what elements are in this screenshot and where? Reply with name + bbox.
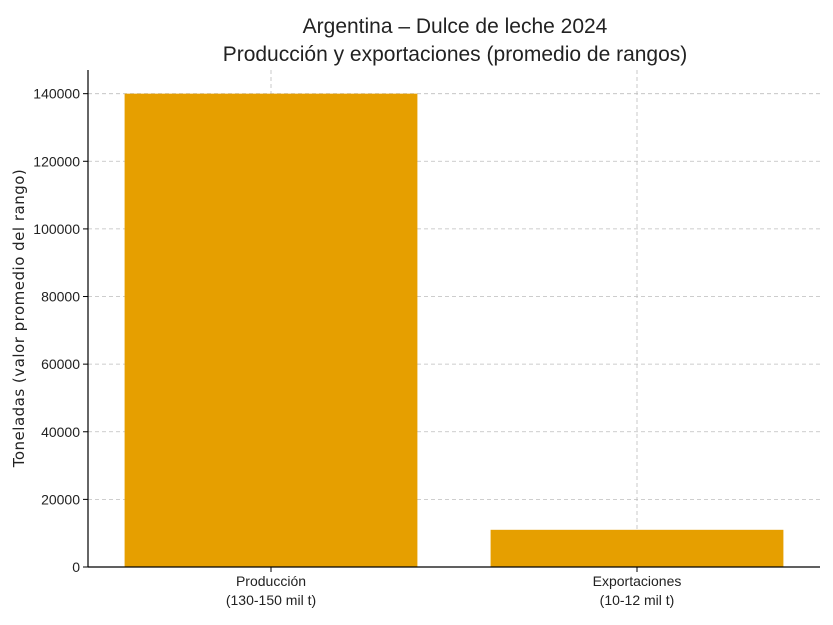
chart-title: Argentina – Dulce de leche 2024 Producci… bbox=[223, 15, 688, 66]
y-tick-label: 60000 bbox=[41, 356, 80, 372]
y-axis-label: Toneladas (valor promedio del rango) bbox=[10, 169, 28, 469]
x-tick-label: Producción bbox=[236, 573, 306, 589]
y-tick-label: 100000 bbox=[33, 221, 80, 237]
x-tick-label: Exportaciones bbox=[593, 573, 682, 589]
bar bbox=[490, 529, 784, 567]
y-tick-label: 0 bbox=[72, 559, 80, 575]
bars bbox=[124, 93, 784, 568]
chart-title-line-2: Producción y exportaciones (promedio de … bbox=[223, 43, 688, 66]
x-axis-ticks: Producción (130-150 mil t) Exportaciones (1… bbox=[226, 567, 681, 608]
x-tick-label: (10-12 mil t) bbox=[600, 592, 675, 608]
axes bbox=[87, 70, 820, 568]
y-tick-label: 80000 bbox=[41, 289, 80, 305]
bar bbox=[124, 93, 418, 568]
y-tick-label: 120000 bbox=[33, 153, 80, 169]
y-tick-label: 20000 bbox=[41, 491, 80, 507]
y-axis-ticks: 0 20000 40000 60000 80000 100000 120000 140000 bbox=[33, 86, 88, 575]
y-tick-label: 40000 bbox=[41, 424, 80, 440]
x-tick-label: (130-150 mil t) bbox=[226, 592, 316, 608]
chart-title-line-1: Argentina – Dulce de leche 2024 bbox=[303, 15, 608, 38]
y-tick-label: 140000 bbox=[33, 86, 80, 102]
